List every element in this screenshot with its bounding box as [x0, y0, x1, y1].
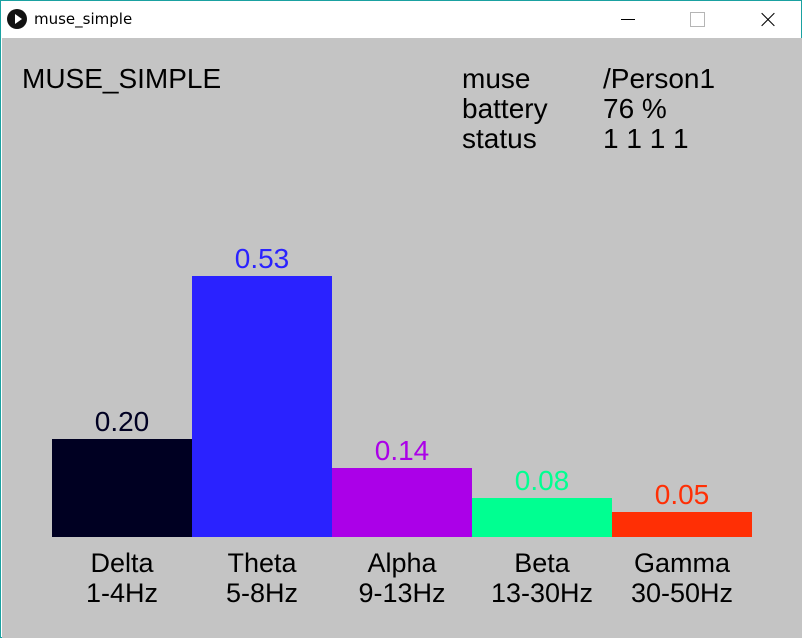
band-range-theta: 5-8Hz — [225, 578, 299, 608]
band-label-theta: Theta — [227, 548, 297, 578]
window-title: muse_simple — [34, 10, 133, 28]
band-range-alpha: 9-13Hz — [358, 578, 446, 608]
bar-value-alpha: 0.14 — [374, 435, 430, 466]
bar-value-delta: 0.20 — [94, 406, 150, 437]
band-label-alpha: Alpha — [367, 548, 437, 578]
info-value-status: 1 1 1 1 — [603, 123, 689, 154]
band-label-gamma: Gamma — [633, 548, 731, 578]
info-label-muse: muse — [462, 63, 531, 94]
band-label-beta: Beta — [514, 548, 570, 578]
info-label-battery: battery — [462, 93, 548, 124]
close-button[interactable] — [743, 1, 789, 37]
minimize-button[interactable] — [605, 1, 651, 37]
title-bar[interactable]: muse_simple — [1, 1, 801, 37]
bar-theta — [192, 276, 332, 537]
maximize-button[interactable] — [674, 1, 720, 37]
bar-alpha — [332, 468, 472, 537]
info-value-muse: /Person1 — [603, 63, 716, 94]
play-icon — [7, 9, 27, 29]
bar-delta — [52, 439, 192, 537]
bar-beta — [472, 498, 612, 537]
info-value-battery: 76 % — [603, 93, 667, 124]
band-label-delta: Delta — [90, 548, 154, 578]
bar-value-gamma: 0.05 — [654, 479, 710, 510]
bar-value-theta: 0.53 — [234, 243, 290, 274]
band-range-gamma: 30-50Hz — [630, 578, 734, 608]
band-range-delta: 1-4Hz — [85, 578, 159, 608]
band-range-beta: 13-30Hz — [490, 578, 594, 608]
bar-gamma — [612, 512, 752, 537]
app-title: MUSE_SIMPLE — [22, 63, 222, 94]
info-label-status: status — [462, 123, 537, 154]
sketch-canvas: MUSE_SIMPLE muse /Person1 battery 76 % s… — [2, 38, 802, 638]
bar-value-beta: 0.08 — [514, 465, 570, 496]
